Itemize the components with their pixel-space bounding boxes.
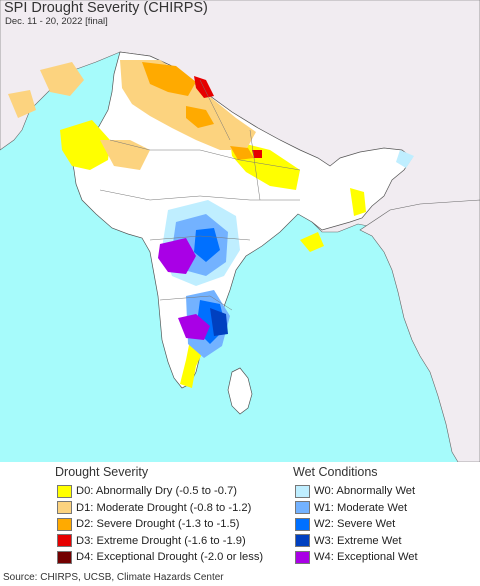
myanmar-coast [359,199,480,462]
border-lines [99,79,301,311]
legend-label: W4: Exceptional Wet [314,551,418,564]
legend-label: W2: Severe Wet [314,518,396,531]
legend-item: W4: Exceptional Wet [295,549,418,565]
d2-severe-drought-areas [142,62,254,160]
map-title: SPI Drought Severity (CHIRPS) [4,0,208,16]
source-credit: Source: CHIRPS, UCSB, Climate Hazards Ce… [3,572,224,583]
drought-map [0,0,480,462]
drought-legend-heading: Drought Severity [55,465,149,479]
legend-label: D2: Severe Drought (-1.3 to -1.5) [76,518,240,531]
legend-item: D4: Exceptional Drought (-2.0 or less) [57,549,263,565]
india-landmass [69,51,413,389]
legend-label: W1: Moderate Wet [314,501,408,514]
legend-item: W2: Severe Wet [295,516,395,532]
legend-swatch [295,501,310,515]
map-subtitle: Dec. 11 - 20, 2022 [final] [5,16,108,27]
legend-swatch [295,534,310,548]
legend-label: W0: Abnormally Wet [314,485,416,497]
legend-swatch [57,534,72,548]
legend-swatch [57,550,72,564]
legend-item: W0: Abnormally Wet [295,483,415,499]
legend-swatch [295,484,310,498]
legend-swatch [57,484,72,498]
w4-exceptional-wet-areas [158,238,210,340]
d3-extreme-drought-areas [194,76,262,158]
legend-label: W3: Extreme Wet [314,534,402,547]
legend-item: D3: Extreme Drought (-1.6 to -1.9) [57,533,246,549]
wet-legend-heading: Wet Conditions [293,465,378,479]
sri-lanka [227,367,253,415]
legend-item: D0: Abnormally Dry (-0.5 to -0.7) [57,483,237,499]
legend-swatch [295,550,310,564]
legend-item: W3: Extreme Wet [295,533,401,549]
legend-item: D1: Moderate Drought (-0.8 to -1.2) [57,500,251,516]
legend-label: D3: Extreme Drought (-1.6 to -1.9) [76,534,246,547]
legend-swatch [295,517,310,531]
legend-item: W1: Moderate Wet [295,500,407,516]
w3-extreme-wet-areas [210,308,228,336]
legend-label: D1: Moderate Drought (-0.8 to -1.2) [76,501,252,514]
legend-swatch [57,501,72,515]
legend-label: D4: Exceptional Drought (-2.0 or less) [76,551,264,564]
legend-label: D0: Abnormally Dry (-0.5 to -0.7) [76,485,238,497]
legend-swatch [57,517,72,531]
legend-item: D2: Severe Drought (-1.3 to -1.5) [57,516,240,532]
